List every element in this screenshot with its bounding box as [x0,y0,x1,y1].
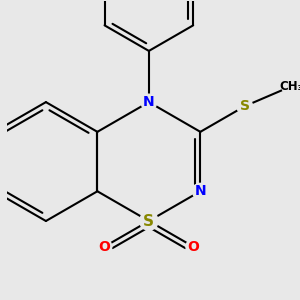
Circle shape [141,94,157,110]
Text: S: S [240,99,250,113]
Circle shape [186,239,200,254]
Text: S: S [143,214,155,229]
Text: O: O [187,240,199,254]
Text: N: N [143,95,155,109]
Circle shape [282,76,300,96]
Circle shape [237,98,253,114]
Circle shape [192,183,208,199]
Circle shape [97,239,112,254]
Text: CH₃: CH₃ [280,80,300,93]
Text: O: O [99,240,110,254]
Text: N: N [194,184,206,198]
Circle shape [140,212,158,230]
